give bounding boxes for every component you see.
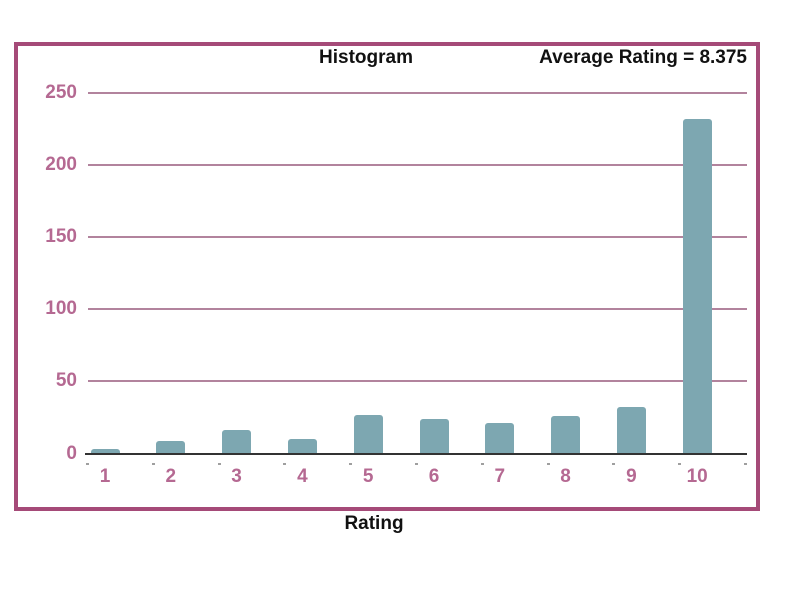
x-tick-label-8: 8 (560, 466, 571, 487)
bar-rating-7 (485, 423, 515, 454)
bar-rating-10 (682, 118, 712, 454)
x-minor-tick (283, 463, 287, 465)
x-minor-tick (546, 463, 550, 465)
y-tick-label-50: 50 (55, 370, 77, 392)
x-minor-tick (744, 463, 747, 465)
x-minor-tick (612, 463, 616, 465)
x-minor-tick (415, 463, 418, 465)
x-tick-label-7: 7 (494, 466, 506, 487)
y-tick-label-250: 250 (45, 81, 77, 103)
bar-rating-3 (222, 430, 252, 454)
bar-rating-4 (287, 439, 317, 454)
bar-rating-8 (551, 415, 581, 454)
x-minor-tick (217, 463, 221, 465)
x-tick-label-10: 10 (686, 466, 708, 487)
x-tick-label-3: 3 (231, 466, 242, 487)
x-tick-label-9: 9 (626, 466, 637, 487)
y-tick-label-150: 150 (45, 226, 77, 248)
x-tick-label-2: 2 (165, 466, 177, 487)
x-tick-label-5: 5 (362, 466, 374, 487)
chart-title: Histogram (319, 47, 413, 68)
bar-rating-9 (616, 407, 646, 454)
x-tick-label-1: 1 (99, 466, 111, 487)
gridline-150 (88, 236, 747, 239)
average-rating-annotation: Average Rating = 8.375 (539, 47, 747, 68)
bar-rating-6 (419, 418, 449, 454)
x-minor-tick (86, 463, 89, 465)
bar-rating-1 (90, 449, 120, 454)
x-tick-label-6: 6 (428, 466, 440, 487)
y-tick-label-100: 100 (45, 298, 77, 320)
gridline-50 (88, 380, 747, 383)
x-minor-tick (480, 463, 484, 465)
gridline-200 (88, 163, 747, 166)
y-tick-label-0: 0 (66, 442, 77, 464)
bar-rating-2 (156, 440, 186, 454)
x-tick-label-4: 4 (297, 466, 308, 487)
x-axis-line (85, 452, 747, 455)
gridline-250 (88, 91, 747, 94)
x-minor-tick (349, 463, 353, 465)
gridline-100 (88, 308, 747, 311)
chart-border-box (14, 42, 760, 511)
x-axis-title: Rating (344, 513, 404, 534)
x-minor-tick (678, 463, 682, 465)
x-minor-tick (151, 463, 155, 465)
y-tick-label-200: 200 (45, 153, 77, 175)
bar-rating-5 (353, 414, 383, 454)
